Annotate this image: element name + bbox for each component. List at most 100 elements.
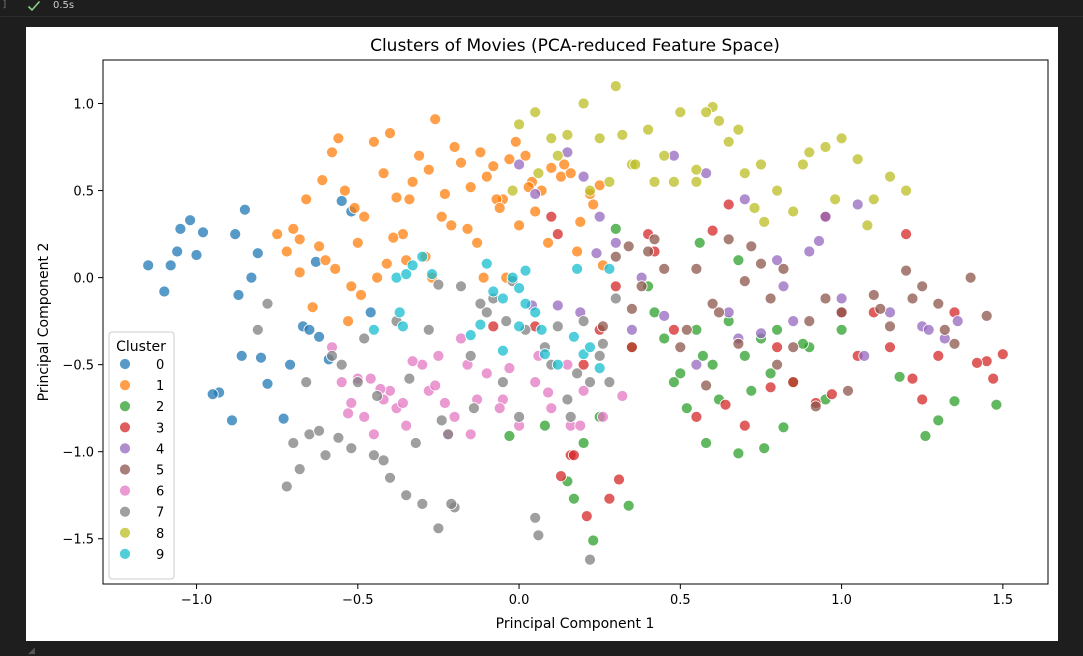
point-cluster-1 [429, 113, 442, 126]
point-cluster-3 [555, 470, 567, 483]
point-cluster-9 [593, 362, 606, 375]
legend-title: Cluster [116, 339, 166, 355]
point-cluster-1 [338, 184, 351, 197]
point-cluster-8 [722, 135, 735, 148]
point-cluster-0 [190, 249, 203, 261]
point-cluster-0 [232, 289, 245, 301]
cell-bracket: ] [2, 0, 8, 10]
point-cluster-5 [648, 233, 661, 246]
point-cluster-3 [668, 323, 680, 336]
point-cluster-5 [732, 337, 745, 350]
point-cluster-6 [464, 428, 477, 441]
point-cluster-1 [406, 175, 419, 188]
legend-marker [119, 442, 131, 455]
point-cluster-1 [519, 149, 532, 162]
legend-label: 0 [156, 358, 164, 373]
cell-status-bar: ] 0.5s [0, 0, 1083, 17]
point-cluster-3 [971, 356, 983, 369]
point-cluster-6 [493, 402, 506, 415]
point-cluster-3 [568, 449, 580, 462]
point-cluster-2 [658, 332, 671, 345]
point-cluster-5 [867, 289, 880, 301]
point-cluster-1 [390, 191, 403, 204]
point-cluster-7 [571, 367, 583, 380]
point-cluster-3 [487, 320, 500, 333]
point-cluster-4 [513, 158, 526, 171]
point-cluster-9 [513, 282, 526, 295]
point-cluster-1 [455, 156, 467, 169]
point-cluster-5 [884, 320, 896, 333]
point-cluster-7 [367, 449, 380, 462]
point-cluster-1 [319, 254, 332, 267]
point-cluster-4 [529, 188, 542, 200]
point-cluster-0 [251, 247, 264, 260]
point-cluster-7 [609, 292, 622, 305]
point-cluster-7 [435, 414, 448, 427]
point-cluster-9 [513, 320, 526, 333]
point-cluster-1 [461, 222, 474, 235]
point-cluster-8 [884, 170, 896, 183]
point-cluster-7 [332, 431, 345, 444]
point-cluster-3 [722, 198, 735, 211]
point-cluster-4 [577, 170, 590, 183]
y-axis-ticks: 1.0 0.5 0.0 −0.5 −1.0 −1.5 [62, 98, 103, 548]
point-cluster-5 [635, 280, 648, 293]
legend-marker [119, 463, 131, 476]
point-cluster-4 [626, 323, 638, 336]
point-cluster-6 [358, 410, 371, 423]
point-cluster-6 [429, 379, 442, 392]
point-cluster-7 [416, 497, 429, 510]
point-cluster-7 [603, 376, 616, 389]
check-icon [27, 0, 41, 12]
point-cluster-9 [603, 262, 616, 275]
point-cluster-3 [719, 398, 732, 411]
point-cluster-2 [758, 442, 771, 455]
point-cluster-2 [990, 398, 1003, 411]
y-tick-label: 0.5 [73, 185, 94, 200]
point-cluster-3 [771, 341, 783, 354]
point-cluster-1 [471, 236, 484, 249]
point-cluster-9 [396, 320, 409, 333]
point-cluster-1 [574, 215, 587, 228]
point-cluster-1 [448, 141, 461, 153]
point-cluster-7 [345, 442, 358, 455]
point-cluster-8 [861, 219, 874, 232]
point-cluster-2 [835, 323, 848, 336]
point-cluster-9 [367, 323, 380, 336]
point-cluster-7 [584, 553, 596, 566]
point-cluster-1 [358, 210, 371, 223]
point-cluster-6 [396, 397, 409, 409]
point-cluster-3 [738, 419, 751, 432]
point-cluster-5 [680, 323, 693, 336]
point-cluster-5 [819, 292, 832, 305]
point-cluster-0 [238, 203, 251, 216]
scroll-corner: ◢ [28, 646, 35, 656]
point-cluster-4 [609, 236, 622, 249]
point-cluster-7 [480, 306, 493, 319]
point-cluster-0 [284, 358, 297, 371]
point-cluster-9 [571, 262, 583, 275]
point-cluster-1 [326, 146, 338, 159]
point-cluster-5 [980, 309, 993, 322]
point-cluster-8 [748, 202, 761, 214]
point-cluster-2 [568, 492, 580, 505]
point-cluster-1 [403, 193, 416, 206]
point-cluster-9 [393, 306, 406, 319]
point-cluster-5 [722, 233, 735, 246]
point-cluster-0 [184, 214, 197, 227]
point-cluster-1 [503, 153, 516, 166]
point-cluster-5 [674, 341, 687, 354]
point-cluster-6 [545, 402, 558, 415]
point-cluster-5 [713, 306, 725, 319]
point-cluster-5 [964, 271, 977, 284]
point-cluster-7 [335, 358, 348, 371]
point-cluster-6 [400, 419, 413, 432]
point-cluster-7 [251, 323, 264, 336]
point-cluster-1 [509, 135, 522, 148]
point-cluster-1 [355, 289, 367, 301]
x-tick-label: 1.0 [831, 593, 852, 608]
point-cluster-8 [867, 193, 880, 206]
point-cluster-8 [674, 106, 687, 119]
point-cluster-3 [609, 280, 622, 293]
point-cluster-8 [545, 132, 558, 145]
